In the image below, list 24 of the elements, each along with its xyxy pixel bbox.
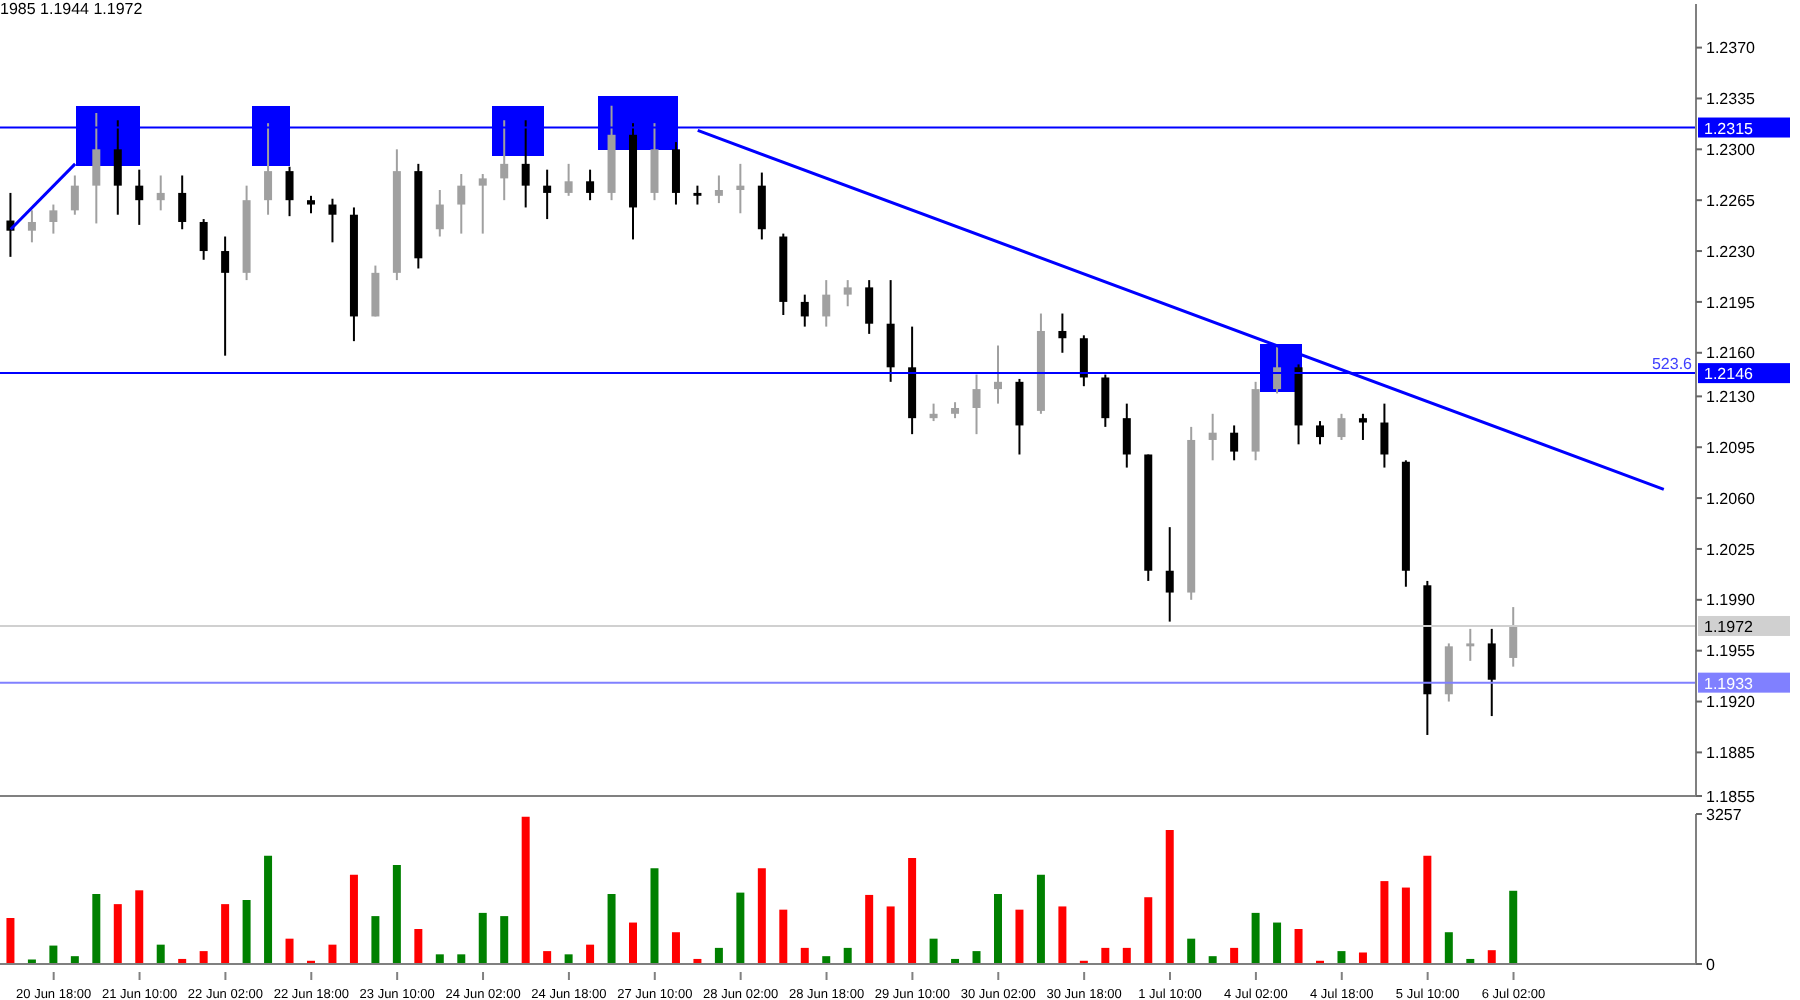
ref-line-label: 1.2315: [1704, 119, 1755, 138]
y-tick-label: 1.2160: [1706, 344, 1757, 363]
y-tick-label: 1.2370: [1706, 39, 1757, 58]
y-tick-label: 1.2300: [1706, 141, 1757, 159]
ref-line-label: 1.1933: [1704, 674, 1755, 693]
ref-line-label: 1.1972: [1704, 617, 1755, 636]
y-tick-label: 1.2130: [1706, 388, 1757, 407]
y-tick-label: 1.1990: [1706, 591, 1757, 610]
y-tick-label: 1.2060: [1706, 489, 1757, 508]
y-tick-label: 1.2095: [1706, 438, 1757, 457]
y-tick-label: 1.2265: [1706, 191, 1757, 210]
y-tick-label: 0: [1706, 955, 1716, 974]
y-tick-label: 1.2230: [1706, 242, 1757, 261]
annotation: 523.6: [1651, 355, 1694, 374]
ref-line-label: 1.2146: [1704, 365, 1755, 384]
annotation: 1985 1.1944 1.1972: [0, 0, 143, 18]
y-tick-label: 3257: [1706, 805, 1743, 824]
y-tick-label: 1.2335: [1706, 90, 1757, 109]
y-tick-label: 1.1885: [1706, 744, 1757, 763]
y-tick-label: 1.1855: [1706, 787, 1757, 806]
y-tick-label: 1.1955: [1706, 642, 1757, 661]
y-tick-label: 1.1920: [1706, 693, 1757, 712]
y-tick-label: 1.2195: [1706, 293, 1757, 312]
y-tick-label: 1.2025: [1706, 540, 1757, 559]
